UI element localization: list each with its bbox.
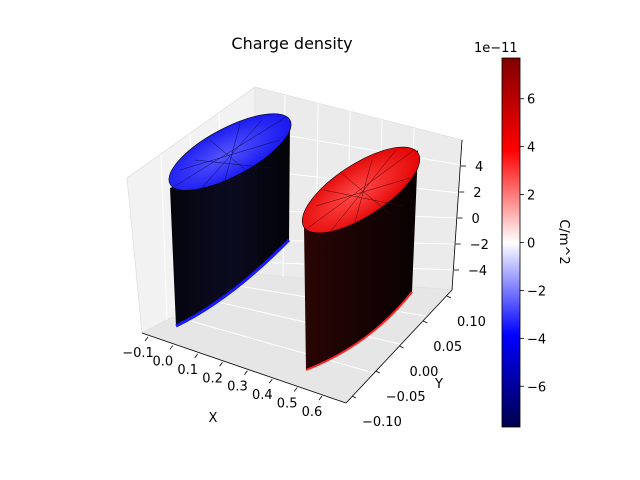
y-axis-label: Y	[434, 377, 443, 392]
y-tick-mark	[423, 320, 428, 324]
x-tick-label: 0.6	[302, 405, 323, 420]
colorbar-tick-label: 6	[527, 93, 535, 108]
colorbar-tick-label: −4	[527, 332, 546, 347]
y-tick-mark	[351, 395, 357, 399]
z-tick-label: 0	[472, 212, 480, 227]
colorbar-ticks: −6 −4 −2 0 2 4 6	[520, 93, 546, 395]
y-tick-label: 0.00	[410, 365, 439, 380]
right-cylinder	[301, 146, 421, 371]
y-tick-label: 0.05	[433, 340, 462, 355]
y-tick-mark	[446, 295, 452, 299]
colorbar-tick-label: 4	[527, 141, 535, 156]
x-tick-label: 0.2	[202, 371, 223, 386]
colorbar-label: C/m^2	[556, 219, 571, 264]
z-tick-label: 4	[475, 160, 483, 175]
right-cylinder-body	[304, 150, 418, 370]
x-tick-mark	[268, 378, 273, 384]
x-tick-mark	[293, 387, 298, 392]
z-tick-label: 2	[473, 186, 481, 201]
z-axis-ticks: −4 −2 0 2 4	[454, 160, 489, 279]
left-cylinder-body	[170, 120, 290, 326]
x-tick-label: 0.4	[252, 388, 273, 403]
colorbar-offset-text: 1e−11	[474, 41, 518, 56]
y-tick-mark	[399, 345, 404, 349]
left-cylinder	[168, 113, 292, 328]
z-axis-line	[451, 139, 463, 291]
y-axis-ticks: −0.10 −0.05 0.00 0.05 0.10	[351, 295, 486, 430]
x-tick-mark	[244, 370, 248, 375]
x-tick-mark	[144, 336, 149, 342]
y-tick-label: 0.10	[457, 315, 486, 330]
colorbar-tick-label: 2	[527, 189, 535, 204]
right-cylinder-bottom-edge	[305, 291, 413, 371]
x-tick-label: 0.5	[277, 397, 298, 412]
colorbar-tick-label: −2	[527, 284, 546, 299]
colorbar-tick-label: 0	[527, 237, 535, 252]
z-tick-label: −4	[468, 264, 487, 279]
right-cylinder-mesh	[307, 149, 415, 233]
left-cylinder-bottom-edge	[175, 238, 291, 328]
chart-title: Charge density	[231, 34, 352, 53]
x-axis-ticks: −0.10.00.1 0.2 0.3 0.4 0.5 0.6	[122, 336, 323, 420]
x-tick-mark	[169, 345, 174, 350]
x-axis-label: X	[209, 411, 218, 426]
y-tick-label: −0.10	[362, 415, 402, 430]
y-tick-mark	[375, 370, 380, 374]
colorbar: 1e−11 −6 −4 −2 0 2 4 6 C/m^2	[474, 41, 571, 428]
z-tick-label: −2	[470, 238, 489, 253]
x-tick-label: −0.1	[122, 346, 154, 361]
x-tick-mark	[194, 353, 199, 359]
x-tick-label: 0.0	[153, 354, 174, 369]
x-tick-label: 0.1	[177, 363, 198, 378]
x-axis-line	[141, 332, 347, 404]
colorbar-tick-label: −6	[527, 380, 546, 395]
x-tick-mark	[219, 362, 223, 367]
y-axis-line	[345, 289, 453, 404]
right-cylinder-top	[301, 146, 421, 234]
colorbar-gradient	[501, 57, 521, 428]
x-tick-mark	[318, 395, 323, 401]
y-tick-label: −0.05	[386, 390, 426, 405]
x-tick-label: 0.3	[227, 380, 248, 395]
left-cylinder-mesh	[174, 116, 287, 191]
